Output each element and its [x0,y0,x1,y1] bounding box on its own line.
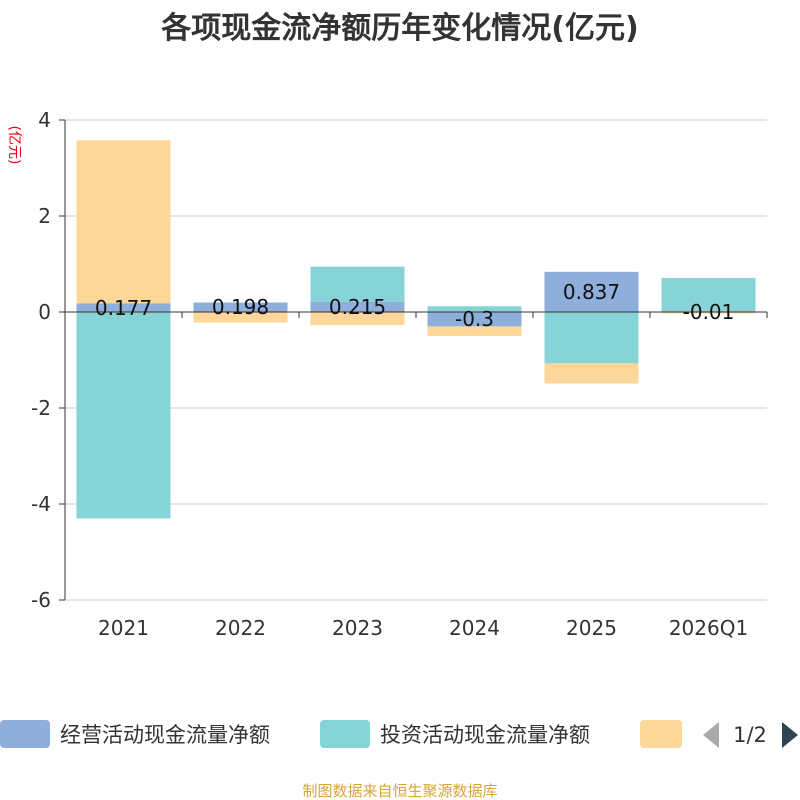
bar-financing-2026Q1 [661,312,756,314]
y-tick-label: -6 [31,588,51,612]
x-tick-label: 2021 [98,616,149,640]
bar-financing-2025 [544,363,639,384]
y-tick-label: 0 [38,300,51,324]
data-label-operating: -0.01 [683,300,735,324]
data-label-operating: 0.177 [95,296,152,320]
y-tick-label: 2 [38,204,51,228]
bar-operating-2021 [76,303,171,312]
bars [76,140,756,519]
bar-investing-2021 [76,312,171,519]
bar-investing-2026Q1 [661,277,756,312]
source-note: 制图数据来自恒生聚源数据库 [302,782,497,800]
legend-label-operating: 经营活动现金流量净额 [60,723,270,747]
x-tick-label: 2023 [332,616,383,640]
x-tick-label: 2026Q1 [669,616,748,640]
data-label-operating: 0.215 [329,295,386,319]
legend-swatch-investing [320,720,370,748]
x-tick-labels: 2021 2022 2023 2024 2025 2026Q1 [98,616,748,640]
legend-item-financing[interactable] [640,720,682,748]
y-tick-label: -2 [31,396,51,420]
bar-operating-2022 [193,302,288,312]
legend-swatch-financing [640,720,682,748]
legend-swatch-operating [0,720,50,748]
legend-item-investing[interactable]: 投资活动现金流量净额 [320,720,590,748]
bar-financing-2022 [193,312,288,323]
data-label-operating: 0.837 [563,280,620,304]
x-tick-label: 2024 [449,616,500,640]
y-tick-labels: 4 2 0 -2 -4 -6 [31,108,65,612]
bar-operating-2023 [310,301,405,312]
axes [64,120,768,601]
y-tick-label: 4 [38,108,51,132]
bar-financing-2023 [310,312,405,325]
x-tick-label: 2025 [566,616,617,640]
legend-item-operating[interactable]: 经营活动现金流量净额 [0,720,270,748]
chart-title: 各项现金流净额历年变化情况(亿元) [160,11,638,46]
bar-financing-2024 [427,326,522,336]
y-axis-label: (亿元) [6,126,22,165]
bar-investing-2025 [544,312,639,364]
legend-page-indicator: 1/2 [733,723,767,747]
x-tick-label: 2022 [215,616,266,640]
y-tick-label: -4 [31,492,51,516]
bar-financing-2021 [76,140,171,304]
bar-investing-2024 [427,306,522,312]
triangle-right-icon[interactable] [782,722,798,748]
bar-operating-2025 [544,271,639,312]
triangle-left-icon[interactable] [703,722,719,748]
bar-operating-2024 [427,312,522,327]
legend-label-investing: 投资活动现金流量净额 [380,723,590,747]
legend: 经营活动现金流量净额 投资活动现金流量净额 1/2 [0,720,798,748]
data-label-operating: -0.3 [455,307,494,331]
data-labels: 0.177 0.198 0.215 -0.3 0.837 -0.01 [95,280,735,331]
bar-investing-2023 [310,266,405,302]
data-label-operating: 0.198 [212,295,269,319]
